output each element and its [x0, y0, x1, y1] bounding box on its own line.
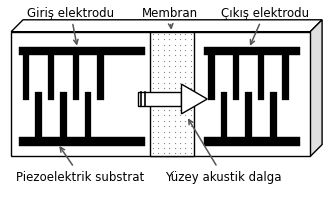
Polygon shape [182, 85, 207, 114]
Bar [36, 93, 42, 137]
Bar [23, 56, 30, 101]
Bar [204, 137, 300, 146]
Bar [220, 93, 227, 137]
Text: Çıkış elektrodu: Çıkış elektrodu [220, 7, 309, 45]
Bar [150, 33, 194, 157]
Bar [60, 93, 67, 137]
Text: Yüzey akustik dalga: Yüzey akustik dalga [165, 120, 281, 183]
Polygon shape [11, 21, 322, 33]
Text: Piezoelektrik substrat: Piezoelektrik substrat [16, 147, 145, 183]
Bar [233, 56, 239, 101]
Text: Membran: Membran [141, 7, 198, 29]
Bar [48, 56, 54, 101]
Text: Giriş elektrodu: Giriş elektrodu [27, 7, 114, 45]
Bar [85, 93, 91, 137]
Bar [138, 93, 182, 106]
Bar [204, 47, 300, 56]
Bar [258, 56, 264, 101]
Bar [208, 56, 215, 101]
Bar [11, 33, 310, 157]
Bar [270, 93, 277, 137]
Polygon shape [310, 21, 322, 157]
Bar [19, 137, 145, 146]
Bar [245, 93, 252, 137]
Bar [73, 56, 79, 101]
Bar [283, 56, 289, 101]
Bar [19, 47, 145, 56]
Bar [97, 56, 104, 101]
